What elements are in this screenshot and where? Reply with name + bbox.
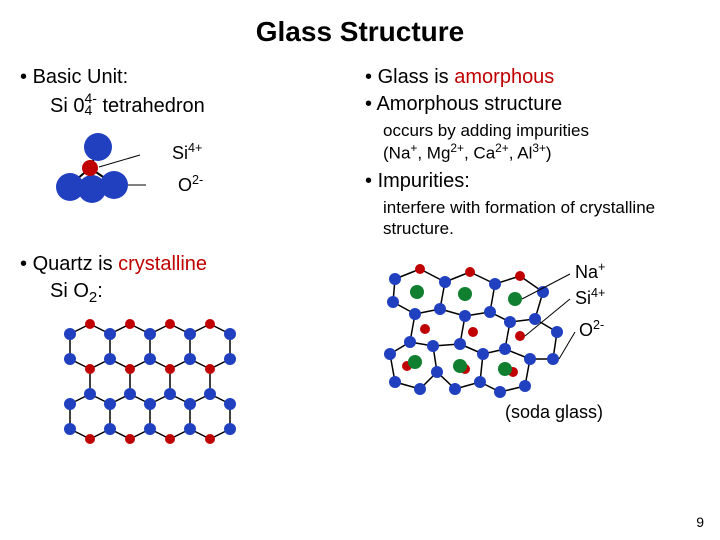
tetrahedron-formula: Si 04-4 tetrahedron [50, 93, 355, 117]
bullet-impurities: Impurities: [365, 170, 700, 193]
bullet-basic-unit: Basic Unit: [20, 66, 355, 89]
bullet-amorphous: Glass is amorphous [365, 66, 700, 89]
sub-occurs: occurs by adding impurities [383, 120, 700, 141]
page-number: 9 [696, 514, 704, 530]
quartz-subtext: Si O2: [50, 280, 355, 306]
legend-o: O2- [579, 318, 604, 341]
si-ion-label: Si4+ [172, 141, 202, 164]
soda-glass-caption: (soda glass) [505, 402, 603, 423]
legend-si: Si4+ [575, 286, 605, 309]
bullet-amorphous-structure: Amorphous structure [365, 93, 700, 116]
legend-na: Na+ [575, 260, 605, 283]
sub-impurity-list: (Na+, Mg2+, Ca2+, Al3+) [383, 141, 700, 164]
bullet-quartz: Quartz is crystalline [20, 253, 355, 276]
o-ion-label: O2- [178, 173, 203, 196]
slide-title: Glass Structure [20, 16, 700, 48]
sub-interfere: interfere with formation of crystalline … [383, 197, 700, 240]
crystalline-diagram [40, 314, 355, 454]
amorphous-diagram: Na+ Si4+ O2- (soda glass) [365, 254, 700, 434]
tetrahedron-diagram: Si4+ O2- [50, 123, 355, 223]
